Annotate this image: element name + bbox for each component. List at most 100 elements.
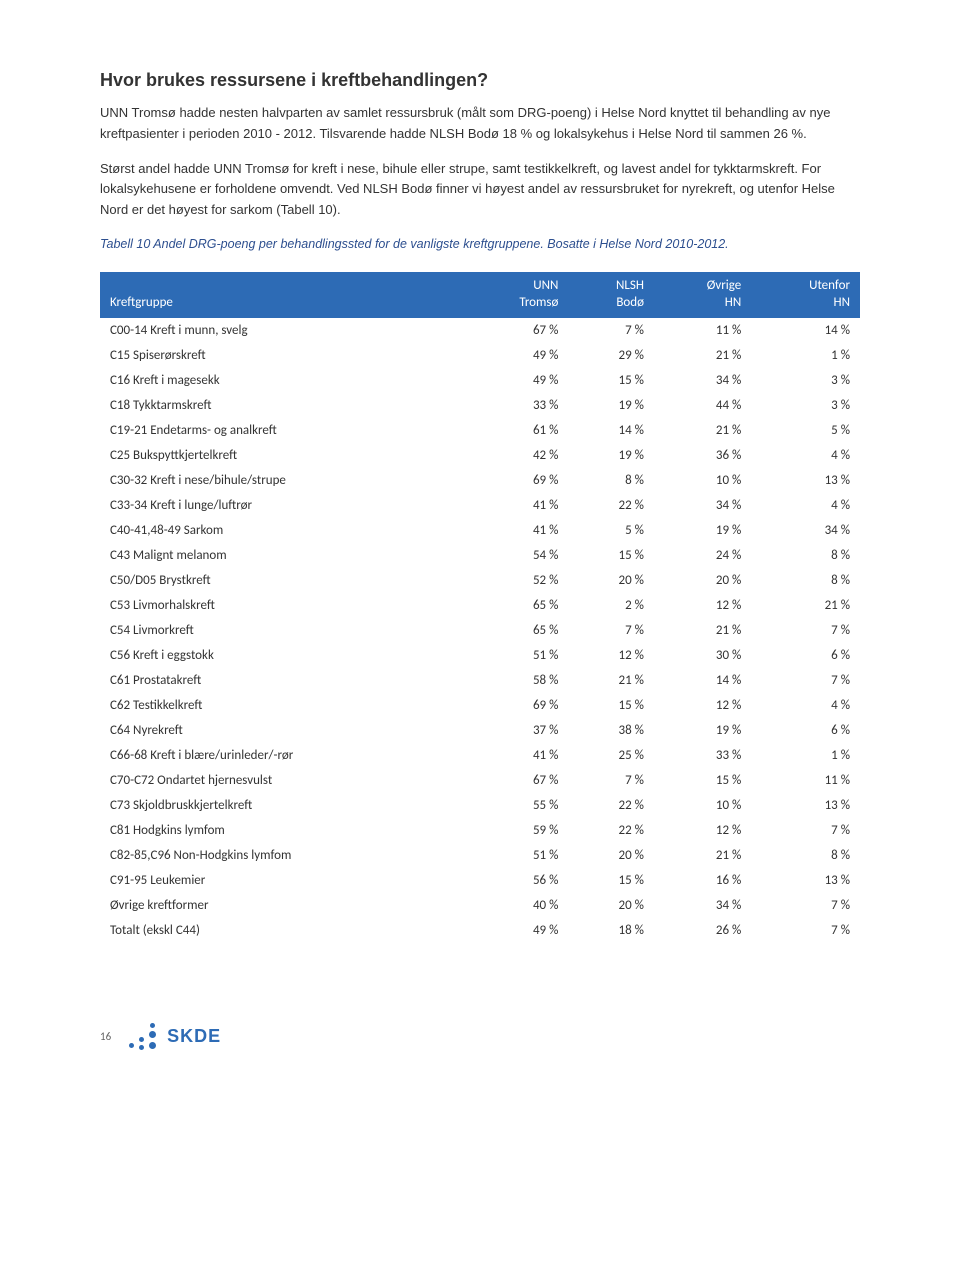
table-row: C50/D05 Brystkreft52 %20 %20 %8 %: [100, 568, 860, 593]
table-caption: Tabell 10 Andel DRG-poeng per behandling…: [100, 235, 860, 254]
cell-value: 8 %: [751, 568, 860, 593]
row-label: C25 Bukspyttkjertelkreft: [100, 443, 463, 468]
cell-value: 5 %: [568, 518, 654, 543]
table-row: C64 Nyrekreft37 %38 %19 %6 %: [100, 718, 860, 743]
cell-value: 1 %: [751, 743, 860, 768]
table-row: C81 Hodgkins lymfom59 %22 %12 %7 %: [100, 818, 860, 843]
table-row: C91-95 Leukemier56 %15 %16 %13 %: [100, 868, 860, 893]
cell-value: 1 %: [751, 343, 860, 368]
cell-value: 69 %: [463, 468, 568, 493]
cell-value: 3 %: [751, 393, 860, 418]
cell-value: 12 %: [568, 643, 654, 668]
row-label: C73 Skjoldbruskkjertelkreft: [100, 793, 463, 818]
table-row: C53 Livmorhalskreft65 %2 %12 %21 %: [100, 593, 860, 618]
cell-value: 14 %: [568, 418, 654, 443]
row-label: C16 Kreft i magesekk: [100, 368, 463, 393]
cell-value: 55 %: [463, 793, 568, 818]
row-label: C30-32 Kreft i nese/bihule/strupe: [100, 468, 463, 493]
cell-value: 42 %: [463, 443, 568, 468]
cell-value: 44 %: [654, 393, 751, 418]
table-row: C82-85,C96 Non-Hodgkins lymfom51 %20 %21…: [100, 843, 860, 868]
row-label: C19-21 Endetarms- og analkreft: [100, 418, 463, 443]
table-row: C25 Bukspyttkjertelkreft42 %19 %36 %4 %: [100, 443, 860, 468]
table-row: Totalt (ekskl C44)49 %18 %26 %7 %: [100, 918, 860, 943]
cell-value: 12 %: [654, 693, 751, 718]
cell-value: 15 %: [568, 543, 654, 568]
row-label: C18 Tykktarmskreft: [100, 393, 463, 418]
cell-value: 19 %: [568, 443, 654, 468]
col-header-ovrige: Øvrige HN: [654, 272, 751, 318]
row-label: C00-14 Kreft i munn, svelg: [100, 318, 463, 343]
paragraph-1: UNN Tromsø hadde nesten halvparten av sa…: [100, 103, 860, 145]
cell-value: 4 %: [751, 493, 860, 518]
row-label: Øvrige kreftformer: [100, 893, 463, 918]
cell-value: 21 %: [568, 668, 654, 693]
cell-value: 21 %: [654, 843, 751, 868]
cell-value: 15 %: [568, 693, 654, 718]
paragraph-2: Størst andel hadde UNN Tromsø for kreft …: [100, 159, 860, 221]
table-row: C15 Spiserørskreft49 %29 %21 %1 %: [100, 343, 860, 368]
row-label: C40-41,48-49 Sarkom: [100, 518, 463, 543]
cell-value: 15 %: [568, 868, 654, 893]
cell-value: 6 %: [751, 643, 860, 668]
cell-value: 41 %: [463, 518, 568, 543]
row-label: C81 Hodgkins lymfom: [100, 818, 463, 843]
cell-value: 40 %: [463, 893, 568, 918]
cell-value: 7 %: [751, 668, 860, 693]
cell-value: 7 %: [751, 918, 860, 943]
cell-value: 21 %: [654, 343, 751, 368]
row-label: C50/D05 Brystkreft: [100, 568, 463, 593]
table-row: C40-41,48-49 Sarkom41 %5 %19 %34 %: [100, 518, 860, 543]
row-label: C91-95 Leukemier: [100, 868, 463, 893]
cell-value: 19 %: [568, 393, 654, 418]
cell-value: 34 %: [654, 493, 751, 518]
table-row: C30-32 Kreft i nese/bihule/strupe69 %8 %…: [100, 468, 860, 493]
cell-value: 25 %: [568, 743, 654, 768]
drg-table: Kreftgruppe UNN Tromsø NLSH Bodø Øvrige …: [100, 272, 860, 943]
cell-value: 52 %: [463, 568, 568, 593]
cell-value: 21 %: [654, 618, 751, 643]
cell-value: 33 %: [463, 393, 568, 418]
row-label: C43 Malignt melanom: [100, 543, 463, 568]
row-label: C62 Testikkelkreft: [100, 693, 463, 718]
table-row: C70-C72 Ondartet hjernesvulst67 %7 %15 %…: [100, 768, 860, 793]
cell-value: 14 %: [751, 318, 860, 343]
cell-value: 14 %: [654, 668, 751, 693]
logo-dots-icon: [129, 1023, 159, 1051]
cell-value: 34 %: [654, 368, 751, 393]
cell-value: 36 %: [654, 443, 751, 468]
cell-value: 16 %: [654, 868, 751, 893]
row-label: C66-68 Kreft i blære/urinleder/-rør: [100, 743, 463, 768]
cell-value: 22 %: [568, 793, 654, 818]
table-row: C61 Prostatakreft58 %21 %14 %7 %: [100, 668, 860, 693]
cell-value: 10 %: [654, 468, 751, 493]
cell-value: 7 %: [568, 618, 654, 643]
cell-value: 22 %: [568, 493, 654, 518]
row-label: Totalt (ekskl C44): [100, 918, 463, 943]
cell-value: 37 %: [463, 718, 568, 743]
section-heading: Hvor brukes ressursene i kreftbehandling…: [100, 70, 860, 91]
col-header-unn: UNN Tromsø: [463, 272, 568, 318]
cell-value: 34 %: [654, 893, 751, 918]
table-row: C73 Skjoldbruskkjertelkreft55 %22 %10 %1…: [100, 793, 860, 818]
logo-text: SKDE: [167, 1026, 221, 1047]
table-row: C43 Malignt melanom54 %15 %24 %8 %: [100, 543, 860, 568]
cell-value: 58 %: [463, 668, 568, 693]
cell-value: 7 %: [751, 818, 860, 843]
cell-value: 49 %: [463, 343, 568, 368]
cell-value: 8 %: [751, 543, 860, 568]
table-row: C18 Tykktarmskreft33 %19 %44 %3 %: [100, 393, 860, 418]
cell-value: 15 %: [568, 368, 654, 393]
row-label: C82-85,C96 Non-Hodgkins lymfom: [100, 843, 463, 868]
cell-value: 11 %: [751, 768, 860, 793]
cell-value: 7 %: [568, 768, 654, 793]
row-label: C33-34 Kreft i lunge/luftrør: [100, 493, 463, 518]
row-label: C15 Spiserørskreft: [100, 343, 463, 368]
table-row: C62 Testikkelkreft69 %15 %12 %4 %: [100, 693, 860, 718]
cell-value: 22 %: [568, 818, 654, 843]
cell-value: 41 %: [463, 493, 568, 518]
cell-value: 13 %: [751, 868, 860, 893]
cell-value: 69 %: [463, 693, 568, 718]
cell-value: 30 %: [654, 643, 751, 668]
cell-value: 13 %: [751, 793, 860, 818]
